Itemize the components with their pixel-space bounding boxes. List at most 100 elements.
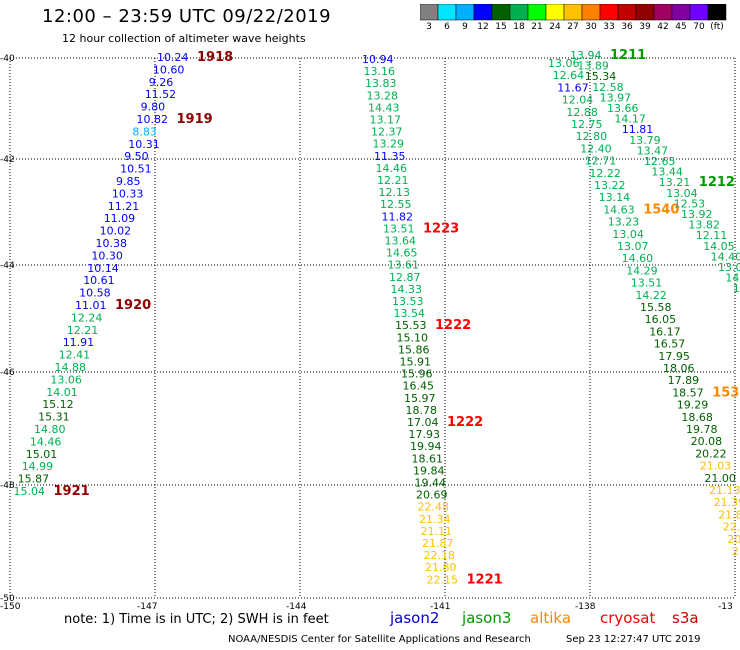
longitude-label: -147 bbox=[137, 602, 157, 612]
wave-height-value: 19.94 bbox=[410, 440, 442, 453]
wave-height-value: 14.80 bbox=[34, 423, 66, 436]
page-title: 12:00 – 23:59 UTC 09/22/2019 bbox=[42, 6, 332, 27]
wave-height-value: 21.13 bbox=[709, 484, 740, 497]
wave-height-value: 13 bbox=[733, 282, 740, 295]
wave-height-value: 19.29 bbox=[677, 399, 709, 412]
footer-note: note: 1) Time is in UTC; 2) SWH is in fe… bbox=[64, 612, 329, 627]
pass-time-label: 1212 bbox=[699, 175, 735, 190]
wave-height-value: 13.66 bbox=[607, 102, 639, 115]
wave-height-value: 14.65 bbox=[386, 247, 418, 260]
colorbar bbox=[420, 4, 727, 21]
pass-time-label: 1211 bbox=[610, 48, 646, 63]
wave-height-value: 14.43 bbox=[368, 101, 400, 114]
latitude-label: -50 bbox=[0, 594, 15, 604]
wave-height-value: 13.23 bbox=[608, 216, 640, 229]
wave-height-value: 13.44 bbox=[651, 166, 683, 179]
colorbar-label: 18 bbox=[513, 22, 525, 32]
wave-height-value: 19.44 bbox=[415, 477, 447, 490]
colorbar-label: 70 bbox=[693, 22, 705, 32]
colorbar-label: 9 bbox=[462, 22, 468, 32]
wave-height-value: 11.82 bbox=[382, 210, 414, 223]
wave-height-value: 11.52 bbox=[145, 88, 177, 101]
wave-height-value: 13.07 bbox=[617, 240, 649, 253]
wave-height-value: 15.86 bbox=[398, 343, 430, 356]
wave-height-value: 12.13 bbox=[379, 186, 411, 199]
wave-height-value: 15.10 bbox=[397, 331, 429, 344]
wave-height-value: 13.51 bbox=[383, 222, 415, 235]
wave-height-value: 10.02 bbox=[100, 225, 132, 238]
satellite-legend-item: altika bbox=[530, 609, 572, 627]
wave-height-value: 18.78 bbox=[406, 404, 438, 417]
wave-height-value: 12.37 bbox=[371, 126, 403, 139]
wave-height-value: 18.57 bbox=[672, 386, 704, 399]
satellite-legend-item: s3a bbox=[672, 609, 699, 627]
wave-height-value: 17.95 bbox=[658, 350, 690, 363]
pass-time-label: 1221 bbox=[467, 572, 503, 587]
colorbar-swatch bbox=[707, 4, 727, 21]
wave-height-value: 13.21 bbox=[659, 176, 691, 189]
wave-height-value: 19.78 bbox=[686, 423, 718, 436]
wave-height-value: 14.63 bbox=[603, 203, 635, 216]
wave-height-value: 13.14 bbox=[599, 191, 631, 204]
wave-height-value: 13.79 bbox=[629, 134, 661, 147]
colorbar-label: 21 bbox=[531, 22, 543, 32]
wave-height-value: 9.26 bbox=[149, 76, 174, 89]
longitude-label: -13 bbox=[718, 602, 733, 612]
longitude-label: -150 bbox=[0, 602, 21, 612]
wave-height-value: 15.97 bbox=[404, 392, 436, 405]
pass-time-label: 1921 bbox=[54, 484, 90, 499]
wave-height-value: 21.00 bbox=[704, 472, 736, 485]
wave-height-value: 16.57 bbox=[654, 338, 686, 351]
longitude-label: -138 bbox=[575, 602, 596, 612]
wave-height-value: 12.58 bbox=[592, 81, 624, 94]
colorbar-label: 3 bbox=[426, 22, 432, 32]
wave-height-value: 11.35 bbox=[374, 150, 406, 163]
wave-height-value: 12.75 bbox=[571, 118, 603, 131]
wave-height-value: 12.87 bbox=[389, 271, 421, 284]
wave-height-value: 14.29 bbox=[626, 264, 658, 277]
wave-height-value: 13.06 bbox=[548, 57, 580, 70]
wave-height-value: 10.60 bbox=[153, 63, 185, 76]
wave-height-value: 11.91 bbox=[63, 336, 94, 349]
wave-height-value: 15.96 bbox=[401, 368, 433, 381]
longitude-label: -141 bbox=[430, 602, 450, 612]
wave-height-value: 16.05 bbox=[645, 313, 677, 326]
axis-labels: -40 -42 -44 -46 -48 -50-150 -147 -144 -141 -138 -1… bbox=[0, 54, 733, 612]
colorbar-label: 45 bbox=[675, 22, 687, 32]
wave-height-value: 21 bbox=[732, 545, 740, 558]
wave-height-value: 17.04 bbox=[407, 416, 439, 429]
wave-height-value: 15.53 bbox=[395, 319, 427, 332]
wave-height-value: 15.91 bbox=[400, 356, 432, 369]
wave-height-value: 18.61 bbox=[412, 452, 444, 465]
generation-timestamp: Sep 23 12:27:47 UTC 2019 bbox=[566, 634, 701, 645]
wave-height-value: 22.48 bbox=[418, 501, 450, 514]
wave-height-value: 14.46 bbox=[30, 435, 62, 448]
wave-height-value: 13.64 bbox=[385, 235, 417, 248]
wave-height-value: 13.04 bbox=[612, 228, 644, 241]
wave-height-value: 12.53 bbox=[674, 197, 706, 210]
wave-height-value: 16.45 bbox=[403, 380, 435, 393]
wave-height-value: 12.71 bbox=[585, 155, 617, 168]
pass-time-label: 1920 bbox=[115, 298, 151, 313]
pass-time-label: 1539 bbox=[712, 385, 740, 400]
wave-height-value: 12.80 bbox=[576, 130, 608, 143]
wave-height-value: 15.34 bbox=[585, 70, 617, 83]
wave-height-value: 22.2 bbox=[723, 521, 740, 534]
wave-height-value: 11.21 bbox=[108, 200, 140, 213]
wave-height-value: 13.51 bbox=[631, 277, 663, 290]
wave-height-value: 13.82 bbox=[688, 219, 720, 232]
page-subtitle: 12 hour collection of altimeter wave hei… bbox=[62, 32, 306, 45]
wave-height-value: 13.22 bbox=[594, 179, 626, 192]
wave-height-value: 21.80 bbox=[425, 561, 457, 574]
wave-height-value: 10.31 bbox=[128, 138, 160, 151]
wave-height-value: 13.97 bbox=[600, 91, 632, 104]
colorbar-label: 15 bbox=[495, 22, 507, 32]
satellite-legend-item: cryosat bbox=[600, 609, 656, 627]
satellite-track: 10.2410.609.2611.529.8010.828.8310.319.5… bbox=[14, 50, 234, 499]
colorbar-labels: 3 6 9 12 15 18 21 24 27 30 33 36 39 42 45 70 (ft) bbox=[420, 22, 730, 34]
credit-text: NOAA/NESDIS Center for Satellite Applica… bbox=[228, 634, 531, 645]
wave-height-value: 14.88 bbox=[55, 361, 87, 374]
wave-height-value: 13.54 bbox=[394, 307, 426, 320]
wave-height-value: 12.55 bbox=[380, 198, 412, 211]
